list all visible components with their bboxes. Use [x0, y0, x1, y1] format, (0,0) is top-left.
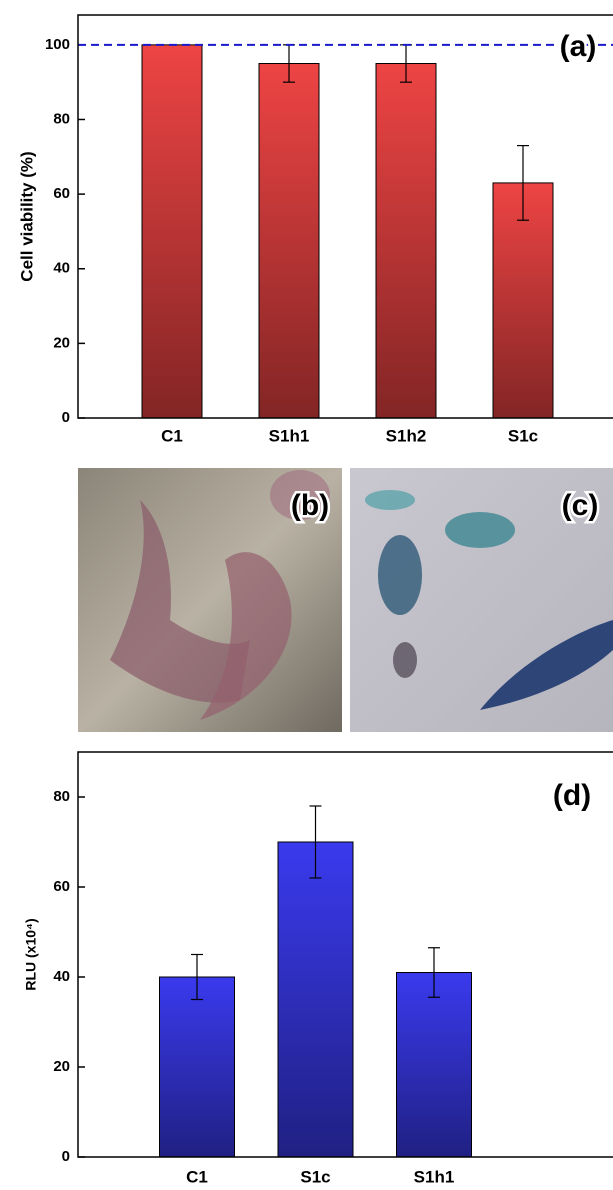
y-axis-label: RLU (x10⁴) — [23, 918, 39, 990]
bar — [397, 973, 472, 1158]
x-tick-label: C1 — [161, 426, 183, 445]
panel-label: (a) — [560, 30, 597, 63]
bar — [278, 842, 353, 1157]
panel-label: (b) — [291, 489, 329, 522]
panel-label: (d) — [553, 779, 591, 812]
bar — [376, 64, 436, 418]
bar — [259, 64, 319, 418]
x-tick-label: S1c — [300, 1167, 330, 1186]
y-tick-label: 40 — [53, 260, 70, 277]
y-tick-label: 40 — [53, 968, 70, 985]
bar — [160, 977, 235, 1157]
y-tick-label: 60 — [53, 878, 70, 895]
panel-label: (c) — [562, 489, 599, 522]
y-tick-label: 20 — [53, 334, 70, 351]
y-tick-label: 80 — [53, 788, 70, 805]
y-tick-label: 100 — [45, 36, 70, 53]
figure: (b) (c) 0 20 40 60 80 100 Cell viability (%) C1… — [0, 0, 613, 1190]
y-tick-label: 0 — [62, 1148, 70, 1165]
y-tick-label: 20 — [53, 1058, 70, 1075]
y-tick-label: 0 — [62, 409, 70, 426]
y-tick-label: 60 — [53, 185, 70, 202]
y-tick-label: 80 — [53, 110, 70, 127]
x-tick-label: S1h2 — [386, 426, 427, 445]
x-tick-label: S1c — [508, 426, 538, 445]
x-tick-label: S1h1 — [414, 1167, 455, 1186]
bar — [142, 45, 202, 418]
x-tick-label: S1h1 — [269, 426, 310, 445]
x-tick-label: C1 — [186, 1167, 208, 1186]
y-axis-label: Cell viability (%) — [17, 151, 36, 281]
